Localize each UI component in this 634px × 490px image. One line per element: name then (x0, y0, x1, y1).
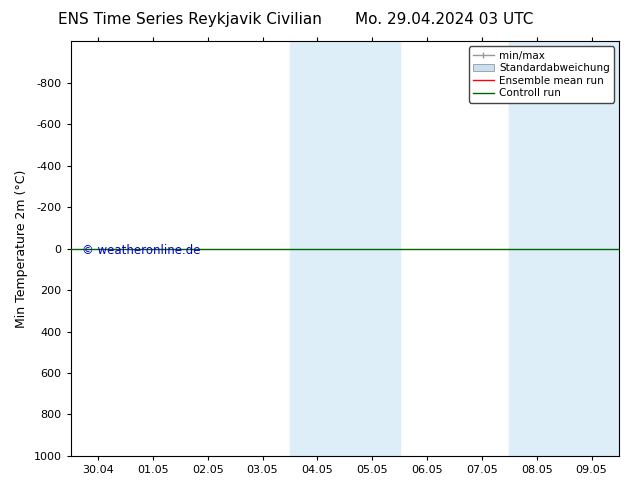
Bar (509, 41, 564, 456)
Legend: min/max, Standardabweichung, Ensemble mean run, Controll run: min/max, Standardabweichung, Ensemble me… (469, 47, 614, 102)
Bar (290, 41, 345, 456)
Bar (564, 41, 619, 456)
Text: ENS Time Series Reykjavik Civilian: ENS Time Series Reykjavik Civilian (58, 12, 322, 27)
Text: Mo. 29.04.2024 03 UTC: Mo. 29.04.2024 03 UTC (354, 12, 533, 27)
Bar (345, 41, 399, 456)
Text: © weatheronline.de: © weatheronline.de (82, 244, 200, 257)
Y-axis label: Min Temperature 2m (°C): Min Temperature 2m (°C) (15, 170, 28, 328)
